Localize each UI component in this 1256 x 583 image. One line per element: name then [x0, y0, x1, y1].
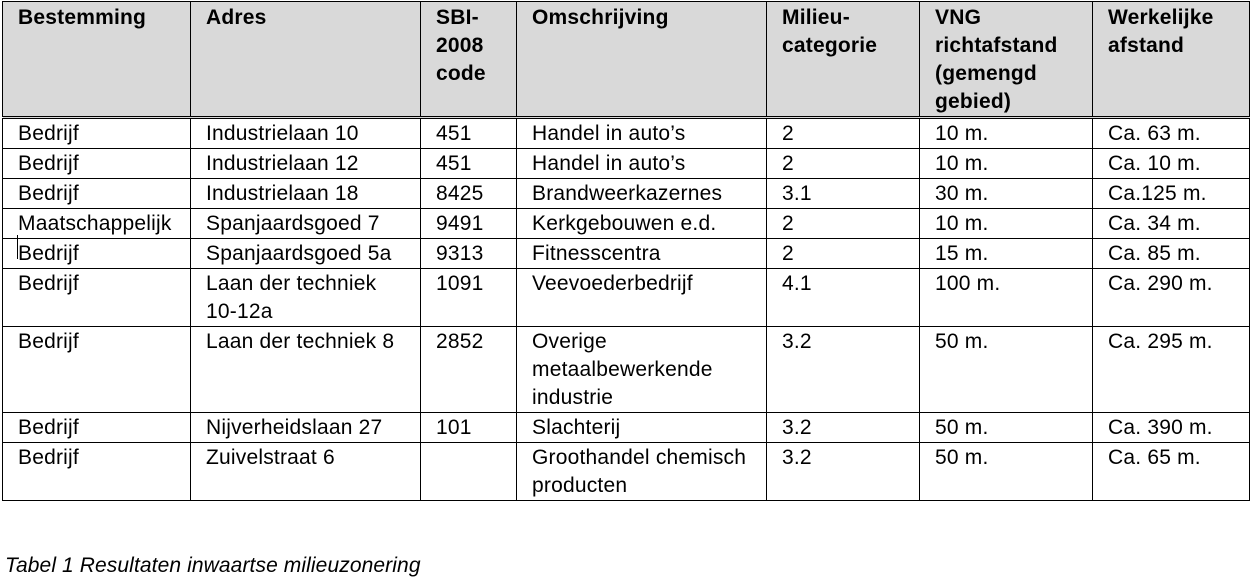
cell-bestemming: Bedrijf [2, 442, 191, 501]
cell-bestemming: Bedrijf [2, 326, 191, 413]
cell-werkelijke-afstand: Ca.125 m. [1092, 178, 1250, 209]
table-row: Bedrijf Laan der techniek 8 2852 Overige… [2, 326, 1250, 413]
cell-omschrijving: Slachterij [516, 412, 767, 443]
cell-sbi-code [420, 442, 517, 501]
table-header-row: Bestemming Adres SBI- 2008 code Omschrij… [2, 1, 1250, 119]
cell-werkelijke-afstand: Ca. 85 m. [1092, 238, 1250, 269]
column-header-milieucategorie: Milieu- categorie [766, 1, 920, 119]
cell-bestemming: Bedrijf [2, 412, 191, 443]
column-header-sbi-code: SBI- 2008 code [420, 1, 517, 119]
cell-sbi-code: 451 [420, 117, 517, 149]
cell-sbi-code: 101 [420, 412, 517, 443]
cell-sbi-code: 9491 [420, 208, 517, 239]
cell-sbi-code: 9313 [420, 238, 517, 269]
cell-milieucategorie: 2 [766, 148, 920, 179]
cell-omschrijving: Veevoederbedrijf [516, 268, 767, 327]
cell-sbi-code: 2852 [420, 326, 517, 413]
cell-omschrijving: Handel in auto’s [516, 148, 767, 179]
cell-bestemming: Bedrijf [2, 117, 191, 149]
table-row: Bedrijf Spanjaardsgoed 5a 9313 Fitnessce… [2, 238, 1250, 269]
cell-omschrijving: Handel in auto’s [516, 117, 767, 149]
cell-milieucategorie: 4.1 [766, 268, 920, 327]
cell-bestemming: Bedrijf [2, 148, 191, 179]
text-cursor [17, 235, 18, 259]
cell-adres: Zuivelstraat 6 [190, 442, 421, 501]
cell-adres: Spanjaardsgoed 5a [190, 238, 421, 269]
column-header-vng-richtafstand: VNG richtafstand (gemengd gebied) [919, 1, 1093, 119]
cell-milieucategorie: 2 [766, 238, 920, 269]
cell-bestemming: Bedrijf [2, 178, 191, 209]
cell-adres: Industrielaan 12 [190, 148, 421, 179]
cell-werkelijke-afstand: Ca. 63 m. [1092, 117, 1250, 149]
table-row: Bedrijf Zuivelstraat 6 Groothandel chemi… [2, 442, 1250, 501]
cell-vng-richtafstand: 30 m. [919, 178, 1093, 209]
cell-vng-richtafstand: 10 m. [919, 117, 1093, 149]
table-body: Bedrijf Industrielaan 10 451 Handel in a… [2, 117, 1250, 501]
cell-adres: Laan der techniek 10-12a [190, 268, 421, 327]
table-row: Bedrijf Industrielaan 10 451 Handel in a… [2, 117, 1250, 149]
cell-bestemming: Bedrijf [2, 238, 191, 269]
cell-omschrijving: Overige metaalbewerkende industrie [516, 326, 767, 413]
cell-vng-richtafstand: 50 m. [919, 442, 1093, 501]
cell-adres: Laan der techniek 8 [190, 326, 421, 413]
cell-adres: Industrielaan 10 [190, 117, 421, 149]
table-row: Bedrijf Industrielaan 18 8425 Brandweerk… [2, 178, 1250, 209]
cell-omschrijving: Kerkgebouwen e.d. [516, 208, 767, 239]
cell-sbi-code: 8425 [420, 178, 517, 209]
cell-werkelijke-afstand: Ca. 65 m. [1092, 442, 1250, 501]
table-row: Bedrijf Nijverheidslaan 27 101 Slachteri… [2, 412, 1250, 443]
cell-vng-richtafstand: 15 m. [919, 238, 1093, 269]
table-row: Bedrijf Industrielaan 12 451 Handel in a… [2, 148, 1250, 179]
cell-vng-richtafstand: 10 m. [919, 208, 1093, 239]
cell-sbi-code: 1091 [420, 268, 517, 327]
column-header-adres: Adres [190, 1, 421, 119]
cell-werkelijke-afstand: Ca. 34 m. [1092, 208, 1250, 239]
milieuzonering-table: Bestemming Adres SBI- 2008 code Omschrij… [2, 1, 1250, 501]
column-header-bestemming: Bestemming [2, 1, 191, 119]
cell-bestemming: Maatschappelijk [2, 208, 191, 239]
cell-omschrijving: Brandweerkazernes [516, 178, 767, 209]
table-caption: Tabel 1 Resultaten inwaartse milieuzoner… [5, 554, 421, 577]
cell-adres: Spanjaardsgoed 7 [190, 208, 421, 239]
cell-sbi-code: 451 [420, 148, 517, 179]
cell-werkelijke-afstand: Ca. 390 m. [1092, 412, 1250, 443]
cell-milieucategorie: 3.2 [766, 326, 920, 413]
cell-werkelijke-afstand: Ca. 10 m. [1092, 148, 1250, 179]
cell-adres: Industrielaan 18 [190, 178, 421, 209]
cell-milieucategorie: 2 [766, 117, 920, 149]
table-row: Maatschappelijk Spanjaardsgoed 7 9491 Ke… [2, 208, 1250, 239]
cell-omschrijving: Fitnesscentra [516, 238, 767, 269]
cell-milieucategorie: 2 [766, 208, 920, 239]
table-row: Bedrijf Laan der techniek 10-12a 1091 Ve… [2, 268, 1250, 327]
cell-vng-richtafstand: 10 m. [919, 148, 1093, 179]
cell-milieucategorie: 3.1 [766, 178, 920, 209]
cell-vng-richtafstand: 100 m. [919, 268, 1093, 327]
cell-milieucategorie: 3.2 [766, 412, 920, 443]
cell-bestemming: Bedrijf [2, 268, 191, 327]
cell-vng-richtafstand: 50 m. [919, 412, 1093, 443]
cell-werkelijke-afstand: Ca. 295 m. [1092, 326, 1250, 413]
cell-vng-richtafstand: 50 m. [919, 326, 1093, 413]
column-header-werkelijke-afstand: Werkelijke afstand [1092, 1, 1250, 119]
cell-adres: Nijverheidslaan 27 [190, 412, 421, 443]
cell-milieucategorie: 3.2 [766, 442, 920, 501]
column-header-omschrijving: Omschrijving [516, 1, 767, 119]
cell-omschrijving: Groothandel chemisch producten [516, 442, 767, 501]
cell-werkelijke-afstand: Ca. 290 m. [1092, 268, 1250, 327]
